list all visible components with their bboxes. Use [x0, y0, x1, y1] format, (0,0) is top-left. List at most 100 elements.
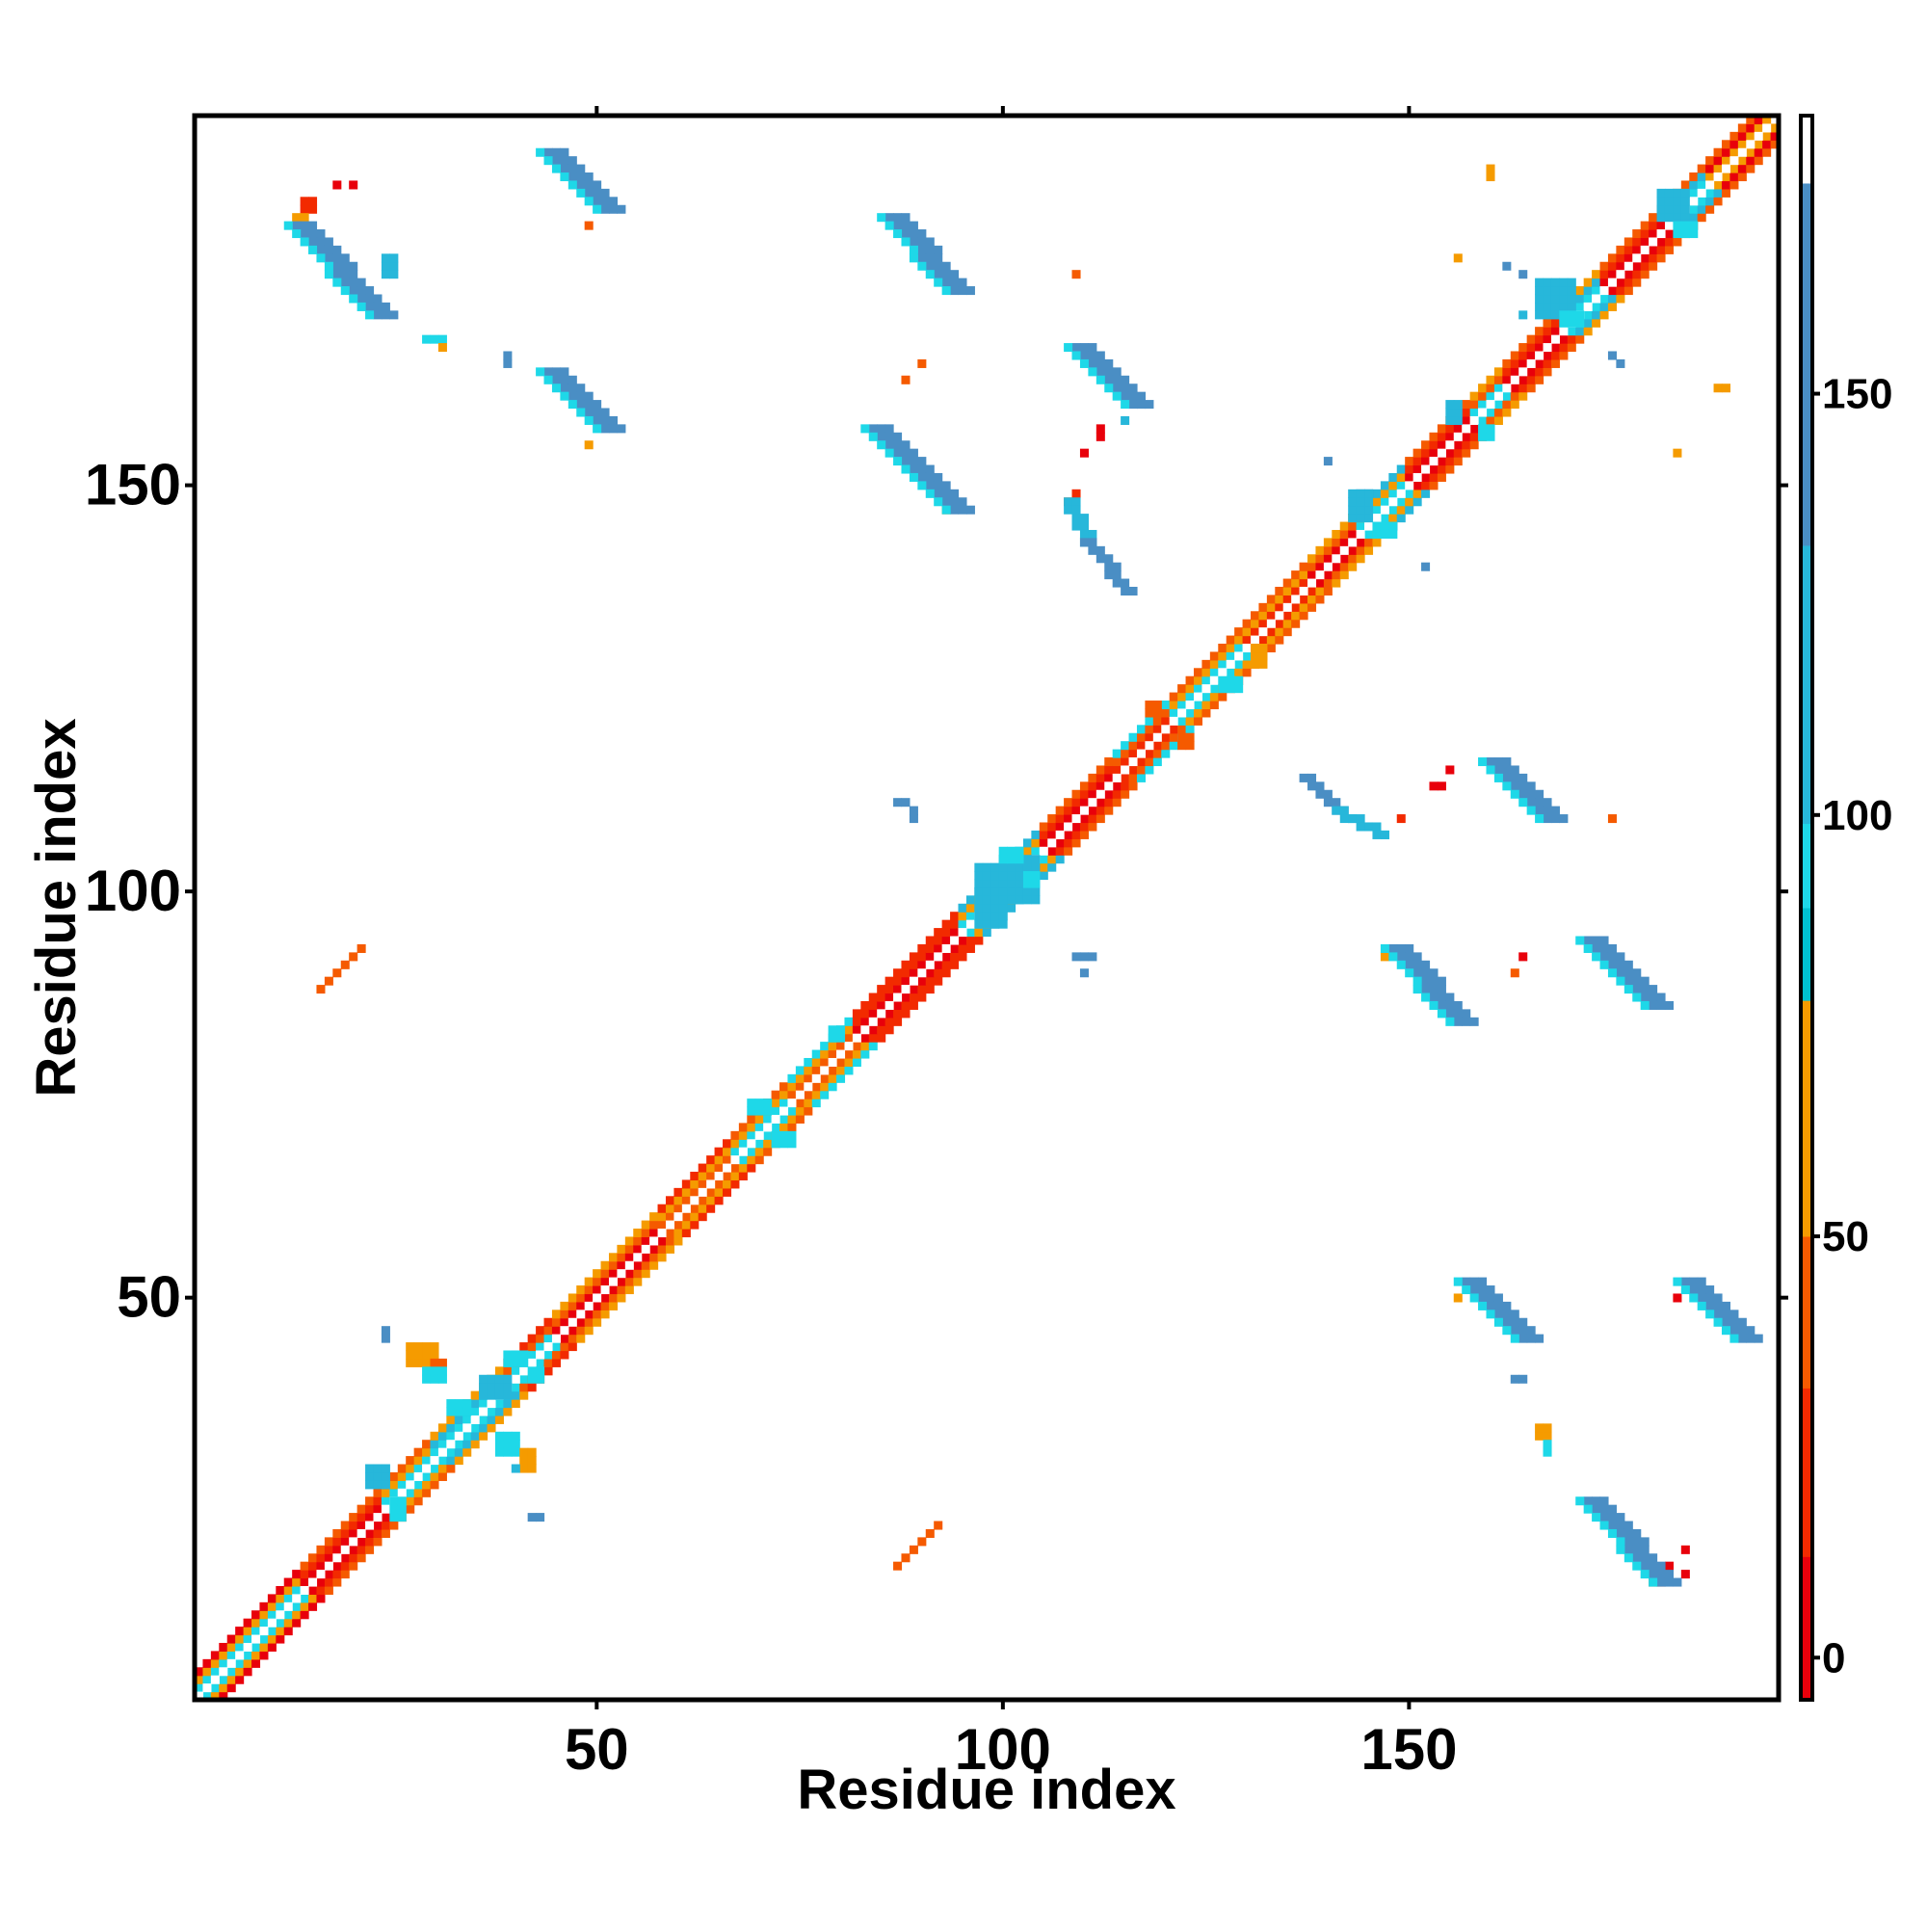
diagonal-cell: [1201, 659, 1211, 669]
contact-edge-cell: [1396, 960, 1406, 969]
diagonal-cell: [1177, 701, 1187, 710]
contact-cell: [1543, 310, 1552, 320]
diagonal-cell: [1559, 343, 1569, 353]
diagonal-cell: [1282, 619, 1292, 628]
diagonal-cell: [1177, 716, 1187, 726]
contact-cell: [560, 375, 569, 384]
diagonal-cell: [706, 1155, 716, 1165]
diagonal-cell: [511, 1390, 520, 1400]
diagonal-cell: [1535, 343, 1544, 353]
diagonal-cell: [624, 1269, 634, 1279]
diagonal-cell: [324, 1585, 333, 1595]
contact-cell: [990, 887, 1000, 896]
diagonal-cell: [381, 1496, 390, 1506]
diagonal-cell: [292, 1618, 302, 1628]
diagonal-cell: [1079, 822, 1089, 832]
diagonal-cell: [738, 1139, 748, 1149]
colorbar-tick-label: 50: [1822, 1213, 1869, 1260]
contact-cell: [316, 237, 326, 247]
diagonal-cell: [1145, 716, 1154, 726]
diagonal-cell: [430, 1480, 439, 1490]
contact-cell: [1567, 318, 1576, 328]
contact-cell: [576, 400, 586, 410]
diagonal-cell: [1177, 725, 1187, 734]
contact-cell: [1575, 310, 1585, 320]
contact-edge-cell: [300, 237, 309, 247]
diagonal-cell: [437, 1423, 447, 1433]
diagonal-self-cell: [1705, 180, 1715, 190]
contact-cell: [1543, 814, 1552, 824]
diagonal-cell: [1299, 570, 1308, 580]
diagonal-cell: [633, 1260, 643, 1270]
contact-cell: [1721, 384, 1731, 393]
contact-cell: [1592, 943, 1601, 953]
diagonal-cell: [1518, 358, 1528, 368]
contact-cell: [965, 286, 975, 296]
diagonal-cell: [1307, 586, 1317, 596]
diagonal-cell: [1754, 156, 1763, 166]
diagonal-cell: [828, 1082, 837, 1092]
diagonal-cell: [356, 1537, 366, 1547]
diagonal-cell: [1493, 415, 1503, 425]
contact-cell: [1640, 1561, 1650, 1571]
contact-cell: [422, 334, 432, 344]
contact-cell: [608, 415, 618, 425]
diagonal-self-cell: [1372, 514, 1382, 523]
diagonal-cell: [1088, 822, 1097, 832]
contact-cell: [422, 1342, 432, 1352]
contact-cell: [1713, 1310, 1723, 1319]
diagonal-cell: [901, 968, 911, 978]
diagonal-cell: [340, 1537, 350, 1547]
diagonal-cell: [1323, 578, 1333, 588]
diagonal-cell: [1152, 725, 1162, 734]
contact-cell: [901, 798, 911, 807]
diagonal-cell: [373, 1504, 383, 1514]
diagonal-cell: [1421, 440, 1431, 450]
diagonal-cell: [1185, 692, 1195, 701]
diagonal-cell: [673, 1196, 683, 1205]
contact-cell: [1607, 943, 1617, 953]
diagonal-cell: [1550, 318, 1560, 328]
diagonal-cell: [1226, 635, 1235, 645]
contact-cell: [1218, 675, 1227, 685]
contact-cell: [1462, 1277, 1471, 1286]
contact-cell: [1543, 294, 1552, 304]
contact-cell: [990, 903, 1000, 913]
contact-cell: [747, 1106, 756, 1116]
contact-cell: [511, 1464, 520, 1473]
diagonal-self-cell: [560, 1326, 569, 1336]
diagonal-cell: [747, 1163, 756, 1173]
contact-cell: [1015, 895, 1024, 905]
diagonal-cell: [698, 1172, 707, 1181]
contact-cell: [568, 156, 577, 166]
diagonal-cell: [519, 1390, 529, 1400]
contact-cell: [1559, 302, 1569, 311]
diagonal-cell: [259, 1618, 269, 1628]
diagonal-cell: [844, 1033, 854, 1043]
diagonal-cell: [584, 1277, 594, 1286]
contact-cell: [576, 391, 586, 401]
diagonal-cell: [754, 1114, 764, 1125]
diagonal-cell: [1737, 131, 1747, 141]
diagonal-cell: [665, 1204, 675, 1213]
diagonal-cell: [657, 1236, 667, 1246]
diagonal-cell: [1275, 627, 1284, 637]
diagonal-cell: [1339, 570, 1349, 580]
contact-cell: [1095, 545, 1105, 555]
diagonal-cell: [877, 985, 886, 994]
diagonal-cell: [511, 1399, 520, 1409]
diagonal-cell: [1713, 197, 1723, 206]
contact-cell: [893, 448, 903, 458]
diagonal-cell: [608, 1301, 618, 1310]
diagonal-cell: [422, 1471, 432, 1481]
diagonal-cell: [1429, 448, 1439, 458]
diagonal-cell: [446, 1415, 456, 1424]
diagonal-cell: [1721, 147, 1731, 157]
diagonal-cell: [1607, 253, 1617, 263]
contact-cell: [1486, 757, 1495, 767]
diagonal-cell: [1502, 358, 1512, 368]
contact-cell: [1007, 862, 1016, 872]
diagonal-self-cell: [1177, 708, 1187, 718]
contact-cell: [381, 1326, 390, 1336]
diagonal-cell: [593, 1317, 602, 1327]
